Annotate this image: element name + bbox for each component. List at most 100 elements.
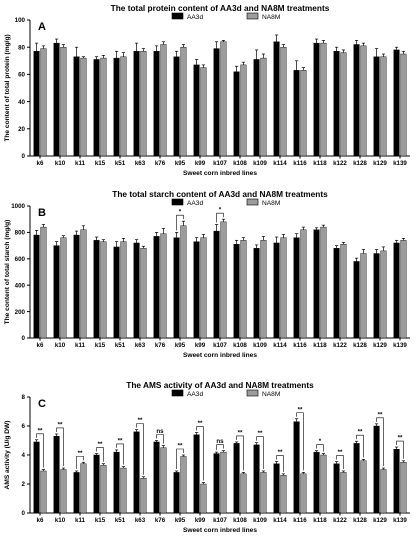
x-tick-label: k76 [155, 160, 166, 167]
x-tick-label: k11 [75, 517, 86, 524]
x-tick-label: k10 [55, 517, 66, 524]
x-tick-label: k128 [353, 517, 367, 524]
x-tick-label: k11 [75, 342, 86, 349]
chart-title: The AMS activity of AA3d and NA8M treatm… [126, 380, 314, 390]
bar-aa3d [333, 248, 340, 339]
significance-bracket [236, 435, 244, 471]
bar-na8m [160, 447, 167, 514]
x-tick-label: k6 [37, 160, 44, 167]
bar-na8m [80, 463, 87, 514]
bar-aa3d [373, 253, 380, 339]
x-tick-label: k128 [353, 342, 367, 349]
x-tick-label: k95 [175, 160, 186, 167]
significance-bracket [256, 436, 264, 469]
panel-label: B [38, 207, 46, 219]
x-tick-label: k129 [373, 517, 387, 524]
x-tick-label: k15 [95, 517, 106, 524]
y-tick-label: 0 [22, 510, 26, 517]
x-tick-label: k6 [37, 342, 44, 349]
significance-bracket [356, 434, 364, 458]
bar-aa3d [353, 44, 360, 157]
significance-label: ** [398, 435, 403, 442]
bar-na8m [340, 472, 347, 514]
x-tick-label: k122 [333, 342, 347, 349]
bar-aa3d [313, 229, 320, 339]
bar-aa3d [33, 234, 40, 339]
bar-aa3d [373, 425, 380, 514]
bar-aa3d [93, 240, 100, 339]
bar-aa3d [173, 56, 180, 157]
x-tick-label: k116 [293, 342, 307, 349]
bar-aa3d [53, 42, 60, 157]
bar-aa3d [53, 435, 60, 514]
bar-na8m [40, 470, 47, 514]
x-tick-label: k122 [333, 517, 347, 524]
significance-label: ** [378, 411, 383, 418]
significance-bracket [136, 423, 144, 475]
bar-aa3d [73, 234, 80, 339]
significance-label: ns [216, 438, 224, 445]
bar-aa3d [113, 246, 120, 339]
bar-aa3d [353, 261, 360, 339]
y-tick-label: 100 [15, 17, 26, 24]
panel-label: A [38, 21, 46, 33]
bar-na8m [260, 472, 267, 514]
x-tick-label: k107 [213, 517, 227, 524]
legend-label-na8m: NA8M [262, 200, 280, 207]
bar-aa3d [73, 472, 80, 514]
bar-na8m [40, 48, 47, 157]
bar-aa3d [33, 441, 40, 514]
y-tick-label: 6 [22, 423, 26, 430]
significance-label: ** [38, 427, 43, 434]
y-axis-label: The content of total starch (mg/g) [4, 220, 11, 325]
x-axis-label: Sweet corn inbred lines [183, 527, 257, 534]
x-tick-label: k15 [95, 342, 106, 349]
significance-label: ns [156, 428, 164, 435]
legend-label-na8m: NA8M [262, 14, 280, 21]
bar-aa3d [273, 242, 280, 339]
y-tick-label: 8 [22, 394, 26, 401]
legend-swatch-na8m [246, 12, 259, 20]
x-tick-label: k95 [175, 342, 186, 349]
x-tick-label: k108 [233, 342, 247, 349]
bar-na8m [360, 45, 367, 157]
x-tick-label: k99 [195, 342, 206, 349]
x-tick-label: k114 [273, 517, 287, 524]
significance-label: ** [338, 449, 343, 456]
y-tick-label: 400 [15, 282, 26, 289]
significance-bracket [216, 444, 224, 451]
bar-na8m [260, 57, 267, 157]
x-axis-label: Sweet corn inbred lines [183, 352, 257, 359]
legend-swatch-na8m [246, 198, 259, 206]
bar-na8m [280, 475, 287, 514]
significance-label: ** [278, 449, 283, 456]
x-tick-label: k107 [213, 342, 227, 349]
x-tick-label: k118 [313, 160, 327, 167]
bar-aa3d [313, 42, 320, 157]
bar-na8m [360, 253, 367, 339]
x-tick-label: k118 [313, 517, 327, 524]
significance-label: * [219, 207, 222, 214]
y-tick-label: 2 [22, 481, 26, 488]
bar-na8m [220, 221, 227, 339]
bar-aa3d [293, 421, 300, 514]
bar-na8m [160, 44, 167, 157]
bar-na8m [200, 67, 207, 157]
y-tick-label: 20 [18, 126, 25, 133]
x-tick-label: k95 [175, 517, 186, 524]
x-tick-label: k51 [115, 517, 126, 524]
bar-na8m [280, 47, 287, 157]
bar-aa3d [193, 241, 200, 339]
bar-na8m [120, 241, 127, 339]
significance-bracket [336, 455, 344, 469]
x-tick-label: k109 [253, 517, 267, 524]
bar-na8m [140, 51, 147, 157]
bar-na8m [60, 237, 67, 339]
x-tick-label: k99 [195, 160, 206, 167]
bar-na8m [380, 469, 387, 514]
bar-aa3d [293, 70, 300, 157]
bar-na8m [300, 473, 307, 514]
legend-label-aa3d: AA3d [187, 391, 203, 398]
bar-aa3d [333, 463, 340, 514]
